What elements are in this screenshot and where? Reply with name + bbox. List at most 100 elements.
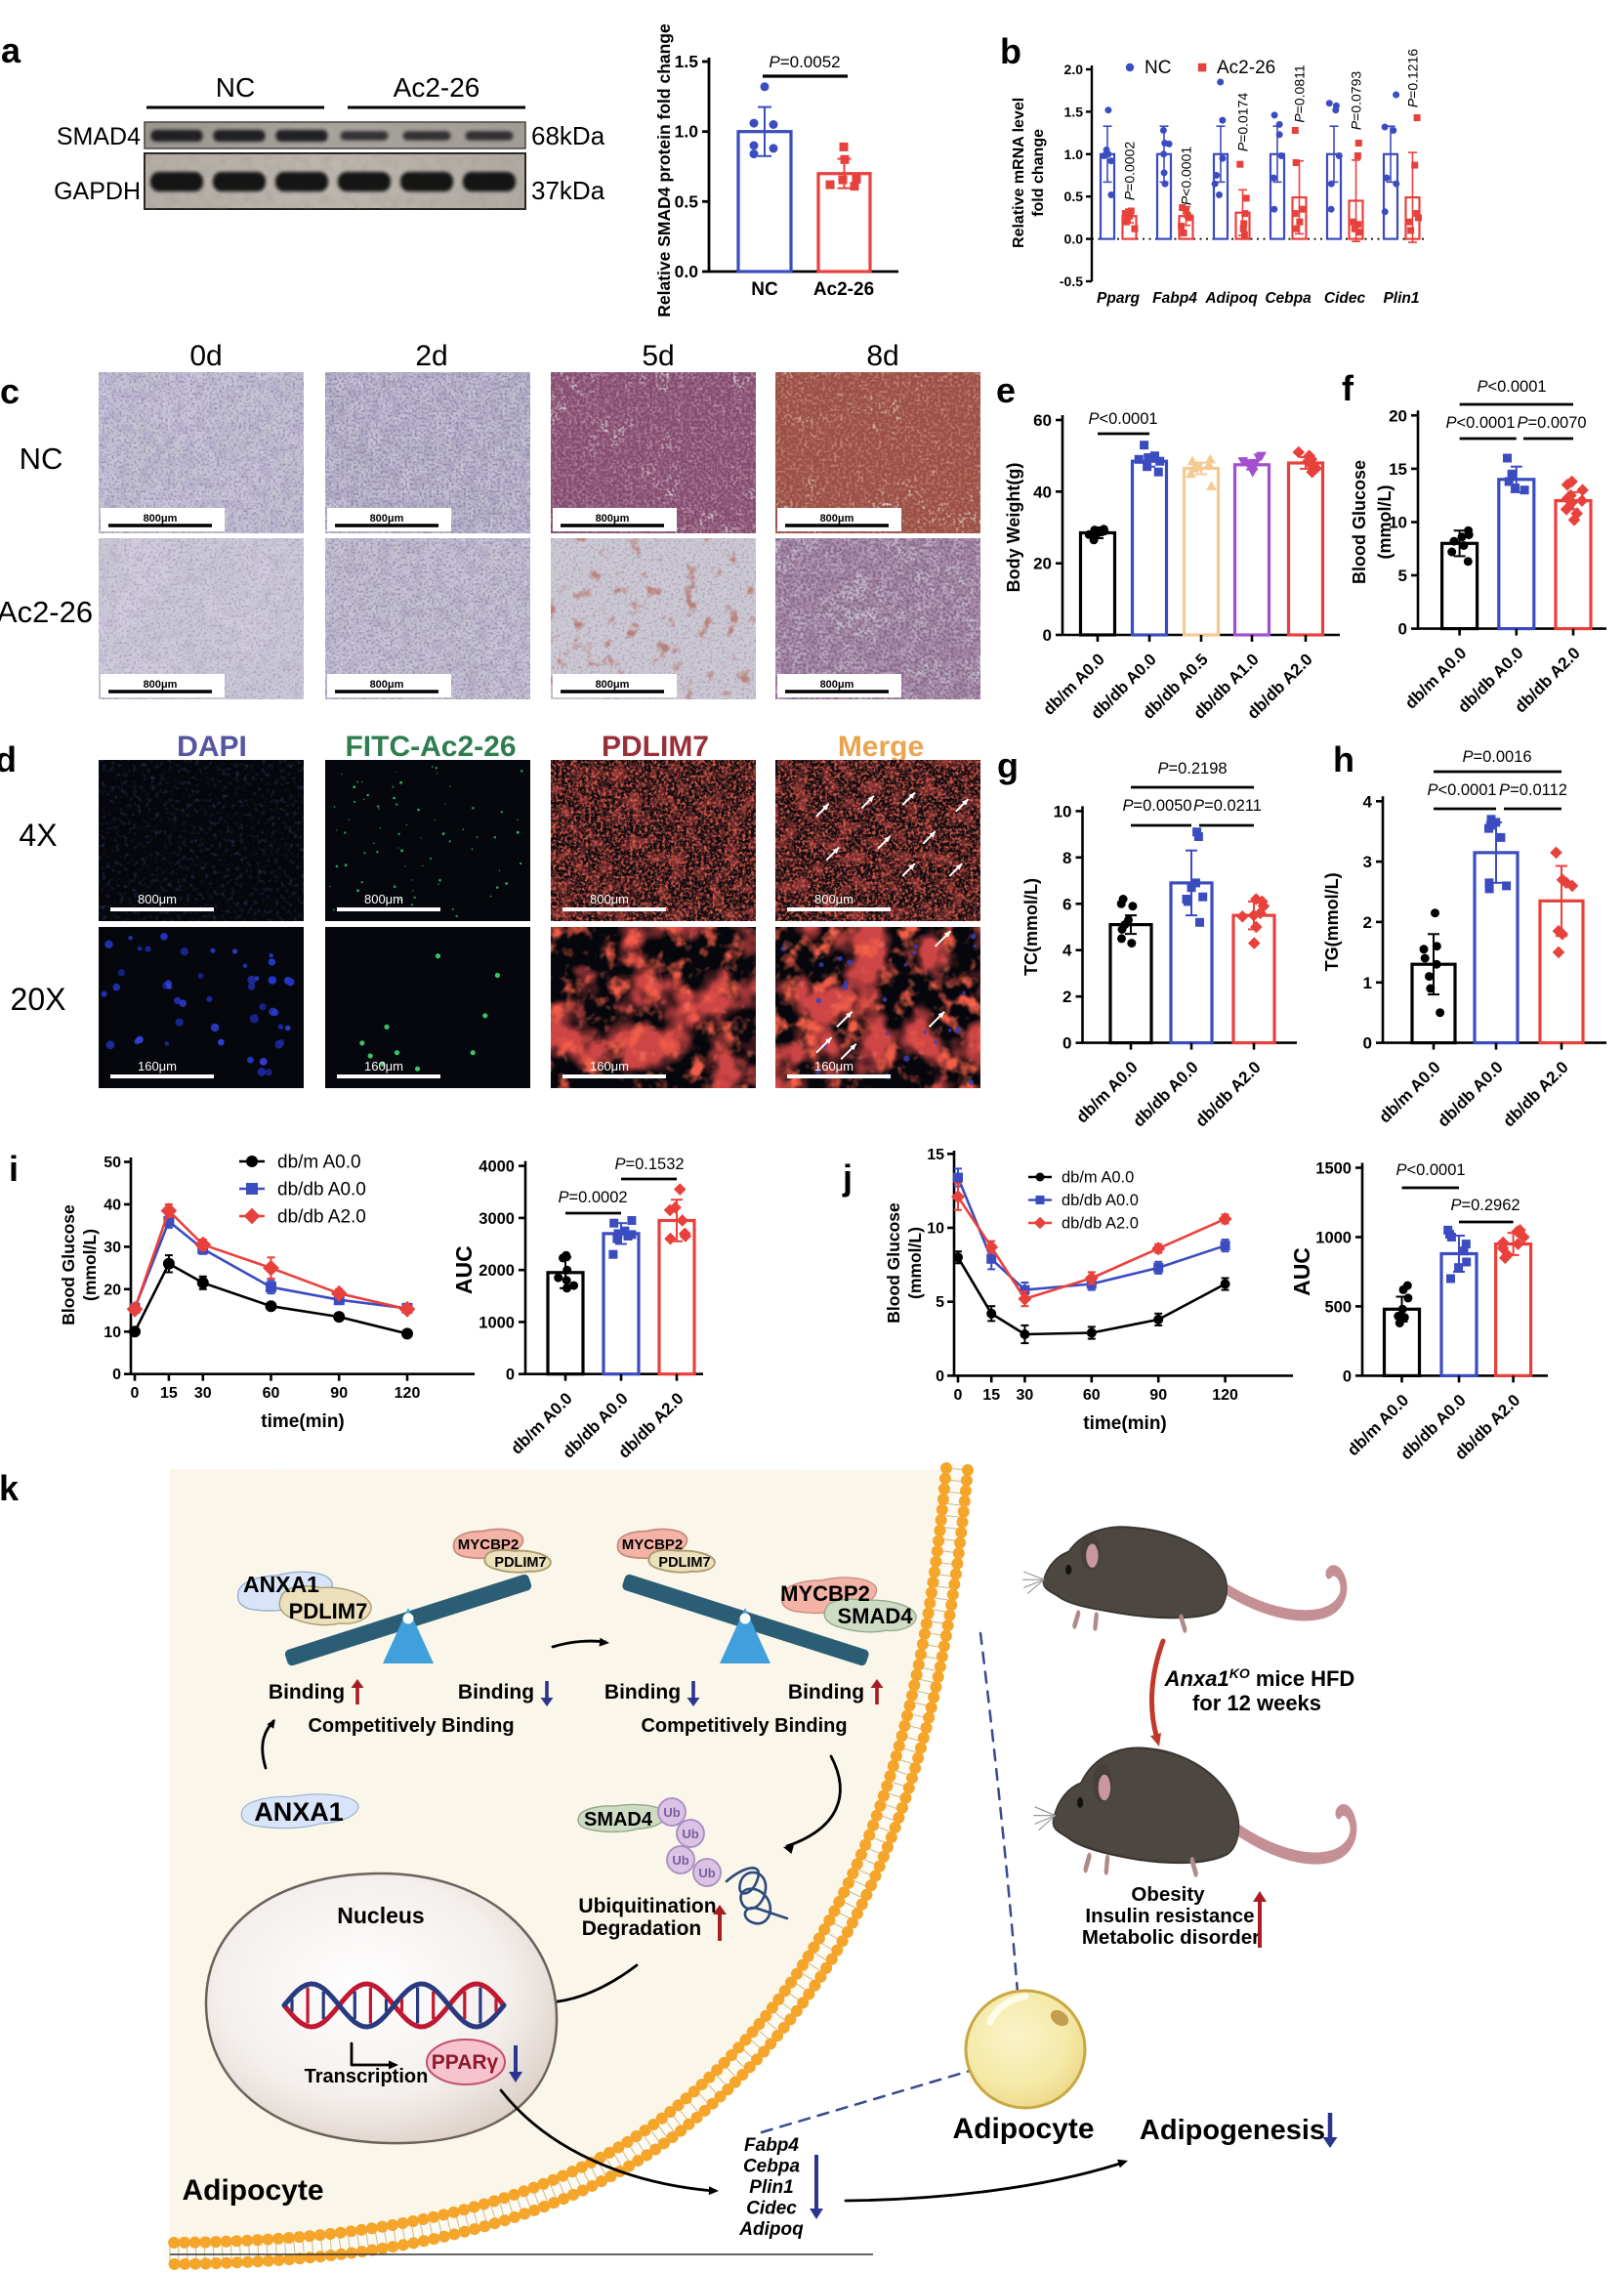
svg-text:1: 1 [1363,974,1372,992]
svg-text:SMAD4: SMAD4 [837,1604,913,1628]
svg-text:(mmol/L): (mmol/L) [905,1227,925,1299]
svg-text:Ac2-26: Ac2-26 [394,72,480,103]
svg-text:0: 0 [936,1368,944,1385]
svg-text:Metabolic disorder: Metabolic disorder [1082,1926,1260,1949]
svg-text:time(min): time(min) [261,1411,345,1432]
svg-text:Fabp4: Fabp4 [744,2135,799,2156]
svg-text:800μm: 800μm [820,513,854,525]
svg-text:db/db A2.0: db/db A2.0 [277,1207,366,1228]
svg-text:P<0.0001: P<0.0001 [1179,147,1194,206]
svg-text:Fabp4: Fabp4 [1152,290,1197,307]
svg-text:15: 15 [982,1387,1000,1404]
svg-text:1.0: 1.0 [1064,147,1084,162]
svg-text:60: 60 [1083,1387,1101,1404]
svg-text:db/m A0.0: db/m A0.0 [277,1153,361,1173]
svg-text:Insulin resistance: Insulin resistance [1085,1905,1254,1927]
svg-text:800μm: 800μm [596,679,630,691]
svg-text:0: 0 [954,1387,963,1404]
svg-text:Relative SMAD4 protein fold ch: Relative SMAD4 protein fold change [654,23,674,317]
svg-text:30: 30 [194,1385,212,1402]
svg-text:3000: 3000 [479,1210,515,1228]
svg-text:SMAD4: SMAD4 [584,1809,653,1830]
svg-text:40: 40 [104,1198,121,1214]
svg-text:P<0.0001: P<0.0001 [1427,781,1496,799]
svg-text:4000: 4000 [479,1158,515,1176]
svg-text:i: i [9,1149,19,1189]
svg-text:AUC: AUC [451,1245,477,1294]
svg-text:0: 0 [131,1385,140,1402]
svg-text:GAPDH: GAPDH [54,178,141,205]
svg-text:Competitively Binding: Competitively Binding [308,1715,514,1737]
svg-text:TC(mmol/L): TC(mmol/L) [1021,878,1041,976]
svg-text:a: a [1,30,21,70]
svg-text:P=0.0002: P=0.0002 [558,1189,627,1206]
svg-text:10: 10 [1389,514,1407,532]
svg-text:0: 0 [1043,626,1052,645]
svg-text:Ac2-26: Ac2-26 [0,595,93,629]
svg-text:800μm: 800μm [364,892,403,906]
svg-text:DAPI: DAPI [177,731,247,763]
svg-text:8: 8 [1062,849,1071,867]
svg-text:0.0: 0.0 [675,262,699,281]
svg-text:15: 15 [160,1385,178,1402]
svg-text:0.5: 0.5 [675,191,699,211]
svg-text:5: 5 [936,1294,944,1311]
svg-text:AUC: AUC [1289,1247,1314,1296]
svg-text:time(min): time(min) [1083,1413,1167,1434]
svg-text:15: 15 [1389,460,1407,479]
svg-text:60: 60 [1033,411,1052,430]
svg-text:SMAD4: SMAD4 [57,123,141,150]
svg-text:50: 50 [104,1155,121,1171]
svg-text:d: d [0,739,17,779]
svg-text:P=0.0070: P=0.0070 [1517,414,1586,432]
svg-text:1.5: 1.5 [1064,104,1084,119]
svg-text:0: 0 [1343,1367,1352,1385]
svg-text:Ubiquitination: Ubiquitination [578,1895,716,1917]
svg-text:P=0.2198: P=0.2198 [1157,760,1227,778]
svg-text:8d: 8d [866,340,898,372]
svg-text:P=0.2962: P=0.2962 [1450,1197,1520,1214]
svg-text:60: 60 [263,1385,280,1402]
svg-text:e: e [996,370,1016,410]
svg-text:10: 10 [927,1221,944,1238]
svg-text:Anxa1KO mice HFD: Anxa1KO mice HFD [1164,1665,1355,1691]
svg-text:Ub: Ub [682,1827,698,1841]
svg-text:MYCBP2: MYCBP2 [458,1536,520,1553]
svg-text:Cebpa: Cebpa [743,2157,801,2177]
svg-text:0: 0 [1062,1034,1071,1053]
svg-text:fold change: fold change [1030,129,1047,217]
svg-text:Binding: Binding [269,1681,345,1704]
svg-text:Binding: Binding [458,1681,534,1704]
svg-text:P<0.0001: P<0.0001 [1088,410,1157,428]
svg-text:2: 2 [1363,913,1372,932]
svg-text:0.5: 0.5 [1064,189,1084,204]
svg-text:Cidec: Cidec [1324,290,1366,307]
svg-text:4: 4 [1062,942,1072,960]
svg-text:j: j [842,1157,853,1198]
svg-text:Adipogenesis: Adipogenesis [1140,2115,1325,2146]
svg-text:Ub: Ub [698,1866,715,1880]
svg-text:f: f [1342,368,1354,408]
svg-text:10: 10 [104,1325,121,1341]
svg-text:NC: NC [751,279,778,300]
svg-text:Transcription: Transcription [305,2066,429,2087]
svg-text:800μm: 800μm [370,679,404,691]
svg-text:Obesity: Obesity [1131,1883,1205,1906]
svg-text:c: c [0,371,20,411]
svg-text:2.0: 2.0 [1064,62,1084,77]
svg-text:0.0: 0.0 [1064,231,1084,247]
svg-text:Ac2-26: Ac2-26 [1217,58,1275,78]
svg-text:Ub: Ub [663,1805,680,1820]
svg-text:800μm: 800μm [144,679,178,691]
svg-text:160μm: 160μm [590,1059,629,1073]
svg-text:5: 5 [1398,567,1407,585]
svg-text:Body Weight(g): Body Weight(g) [1004,463,1023,593]
svg-text:Relative mRNA level: Relative mRNA level [1011,98,1027,248]
svg-text:P=0.0211: P=0.0211 [1193,797,1262,815]
svg-text:0: 0 [1363,1034,1372,1053]
svg-text:(mmol/L): (mmol/L) [80,1229,100,1301]
svg-text:800μm: 800μm [596,513,630,525]
svg-text:Cebpa: Cebpa [1265,290,1312,307]
svg-text:20X: 20X [11,982,66,1017]
svg-text:Ub: Ub [672,1853,688,1868]
